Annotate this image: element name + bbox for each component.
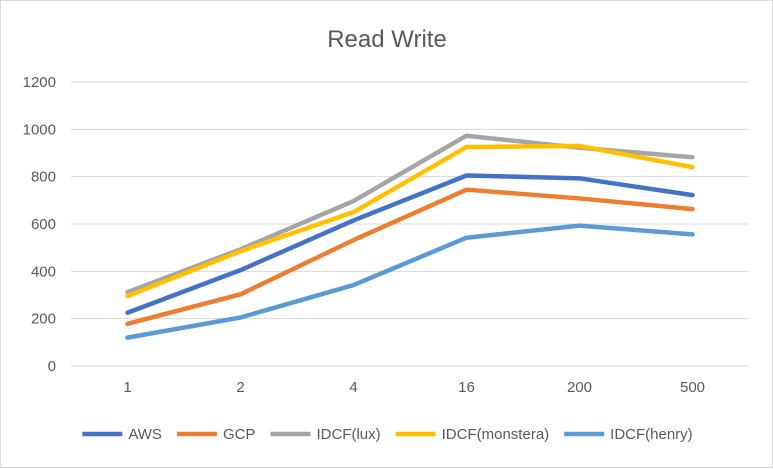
legend: AWS GCP IDCF(lux) IDCF(monstera) IDCF(henry) [82, 426, 693, 443]
series-line-3 [125, 143, 695, 299]
legend-label: IDCF(henry) [610, 426, 693, 443]
y-tick-label: 600 [31, 216, 56, 233]
legend-label: IDCF(monstera) [442, 426, 550, 443]
legend-label: AWS [128, 426, 162, 443]
gridlines [71, 81, 749, 367]
x-tick-label: 500 [680, 379, 705, 396]
x-tick-label: 200 [567, 379, 592, 396]
legend-item: IDCF(henry) [564, 426, 693, 443]
legend-item: AWS [82, 426, 162, 443]
chart-title: Read Write [327, 26, 447, 53]
legend-item: GCP [176, 426, 256, 443]
y-tick-label: 1000 [23, 121, 56, 138]
legend-label: GCP [223, 426, 256, 443]
series-lines [125, 133, 695, 340]
y-tick-label: 1200 [23, 74, 56, 91]
y-tick-label: 200 [31, 311, 56, 328]
legend-label: IDCF(lux) [316, 426, 380, 443]
legend-item: IDCF(lux) [270, 426, 381, 443]
y-tick-label: 400 [31, 263, 56, 280]
series-line-0 [125, 173, 695, 315]
series-line-4 [125, 223, 695, 340]
x-tick-label: 4 [349, 379, 357, 396]
x-axis-tick-labels: 1 2 4 16 200 500 [123, 379, 705, 396]
series-line-1 [125, 187, 695, 327]
x-tick-label: 1 [123, 379, 131, 396]
y-tick-label: 0 [48, 358, 56, 375]
x-tick-label: 16 [458, 379, 475, 396]
x-tick-label: 2 [236, 379, 244, 396]
legend-item: IDCF(monstera) [395, 426, 550, 443]
y-tick-label: 800 [31, 169, 56, 186]
y-axis-tick-labels: 0 200 400 600 800 1000 1200 [23, 74, 56, 375]
